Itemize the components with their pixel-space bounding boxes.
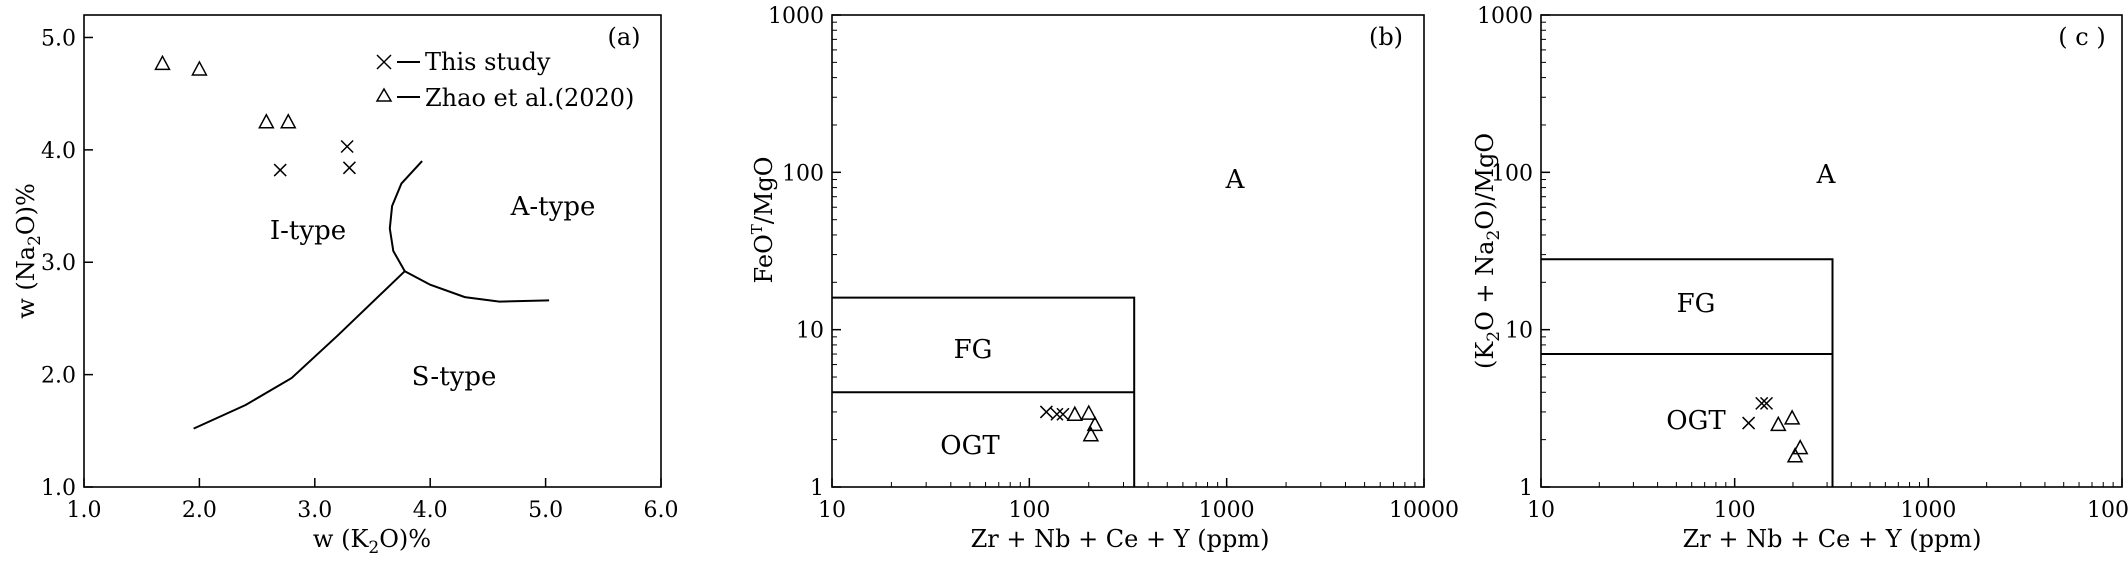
legend-marker-this-study: [376, 54, 392, 70]
point-this-study: [1039, 405, 1053, 419]
panel-c-points: [1742, 396, 1809, 463]
panel-b-y-axis-label: FeOT/MgO: [748, 157, 778, 284]
point-this-study: [1742, 416, 1756, 430]
point-zhao: [1086, 415, 1104, 432]
x-tick-label: 3.0: [297, 498, 332, 523]
point-zhao: [1786, 447, 1804, 463]
panel-a-x-axis-label: w (K2O)%: [313, 525, 431, 558]
panel-a-field-i-type: I-type: [270, 216, 346, 246]
point-zhao: [1770, 415, 1787, 432]
x-tick-label: 1.0: [67, 498, 102, 523]
legend: This study Zhao et al.(2020): [375, 48, 634, 112]
x-tick-label: 4.0: [413, 498, 448, 523]
point-zhao: [1791, 439, 1809, 455]
field-boundary: [1541, 258, 1834, 487]
panel-a-y-axis-label: w (Na2O)%: [12, 183, 45, 319]
panel-b-y-label-rest: /MgO: [750, 157, 778, 225]
field-boundary: [404, 270, 550, 303]
y-tick-label: 100: [1491, 161, 1533, 186]
x-tick-label: 6.0: [644, 498, 679, 523]
x-tick-label: 10: [1527, 498, 1555, 523]
y-tick-label: 1000: [1477, 4, 1533, 29]
panel-c-x-axis-label: Zr + Nb + Ce + Y (ppm): [1683, 525, 1982, 553]
field-boundary: [193, 270, 406, 430]
point-zhao: [280, 113, 297, 129]
panel-b-field-ogt: OGT: [940, 431, 1000, 461]
y-tick-label: 10: [1505, 319, 1533, 344]
point-this-study: [1759, 396, 1774, 410]
y-tick-label: 4.0: [41, 139, 76, 164]
panel-c-y-axis-label: (K2O + Na2O)/MgO: [1471, 133, 1504, 369]
point-zhao: [1066, 405, 1084, 421]
panel-b-label: (b): [1369, 23, 1403, 51]
y-tick-label: 1000: [768, 4, 824, 29]
panel-b-field-a: A: [1225, 165, 1246, 195]
panel-b-y-label-main: FeO: [750, 234, 778, 283]
point-zhao: [1082, 426, 1100, 442]
y-tick-label: 5.0: [41, 26, 76, 51]
point-zhao: [258, 113, 275, 129]
field-boundary: [832, 296, 1136, 487]
y-tick-label: 3.0: [41, 251, 76, 276]
y-tick-label: 2.0: [41, 364, 76, 389]
panel-c-x-ticks: 10 100 1000 10000: [1527, 478, 2128, 523]
point-zhao: [191, 60, 208, 76]
point-this-study: [340, 139, 354, 154]
y-tick-label: 1.0: [41, 476, 76, 501]
panel-b-frame: [831, 14, 1425, 488]
legend-label-zhao: Zhao et al.(2020): [425, 84, 634, 112]
panel-c-field-ogt: OGT: [1666, 406, 1726, 436]
field-boundary: [388, 160, 423, 272]
panel-c-field-fg: FG: [1677, 289, 1716, 319]
point-this-study: [273, 163, 287, 177]
panel-b-y-label-sup: T: [748, 224, 766, 234]
legend-marker-zhao: [375, 87, 393, 102]
panel-b-x-ticks: 10 100 1000 10000: [818, 478, 1459, 523]
panel-b-points: [1039, 404, 1104, 442]
x-tick-label: 10000: [1389, 498, 1459, 523]
x-tick-label: 2.0: [182, 498, 217, 523]
panel-b-x-axis-label: Zr + Nb + Ce + Y (ppm): [971, 525, 1270, 553]
point-this-study: [1056, 407, 1070, 421]
x-tick-label: 5.0: [528, 498, 563, 523]
x-tick-label: 100: [1008, 498, 1050, 523]
panel-b-field-fg: FG: [954, 335, 993, 365]
point-this-study: [1755, 396, 1769, 410]
point-zhao: [1783, 409, 1801, 425]
point-zhao: [1080, 404, 1097, 420]
x-tick-label: 1000: [1900, 498, 1956, 523]
x-tick-label: 1000: [1199, 498, 1255, 523]
panel-a-frame: [83, 14, 662, 488]
panel-a-boundaries: [193, 160, 550, 430]
y-tick-label: 100: [782, 161, 824, 186]
panel-a-points: [154, 54, 356, 177]
panel-a-field-s-type: S-type: [412, 362, 497, 392]
panel-a-y-ticks: 1.0 2.0 3.0 4.0 5.0: [41, 26, 93, 501]
panel-c-field-a: A: [1816, 160, 1837, 190]
y-tick-label: 10: [796, 319, 824, 344]
panel-a-field-a-type: A-type: [510, 192, 596, 222]
panel-a-x-ticks: 1.0 2.0 3.0 4.0 5.0 6.0: [67, 478, 679, 523]
panel-b-boundaries: [832, 296, 1136, 487]
x-tick-label: 10000: [2087, 498, 2128, 523]
x-tick-label: 100: [1714, 498, 1756, 523]
panel-a-label: (a): [607, 23, 640, 51]
panel-c-boundaries: [1541, 258, 1834, 487]
point-this-study: [1050, 407, 1064, 421]
point-zhao: [154, 54, 171, 71]
panel-a: (a) 1.0 2.0 3.0 4.0 5.0 6.0 1.0 2.0 3.0 4.0 5.0 I…: [12, 14, 679, 558]
y-tick-label: 1: [810, 476, 824, 501]
x-tick-label: 10: [818, 498, 846, 523]
legend-label-this-study: This study: [425, 48, 551, 76]
y-tick-label: 1: [1519, 476, 1533, 501]
panel-c-y-ticks: 1 10 100 1000: [1477, 4, 1550, 501]
panel-b-y-ticks: 1 10 100 1000: [768, 4, 841, 501]
panel-c-label: ( c ): [2058, 23, 2105, 51]
point-this-study: [342, 161, 356, 175]
